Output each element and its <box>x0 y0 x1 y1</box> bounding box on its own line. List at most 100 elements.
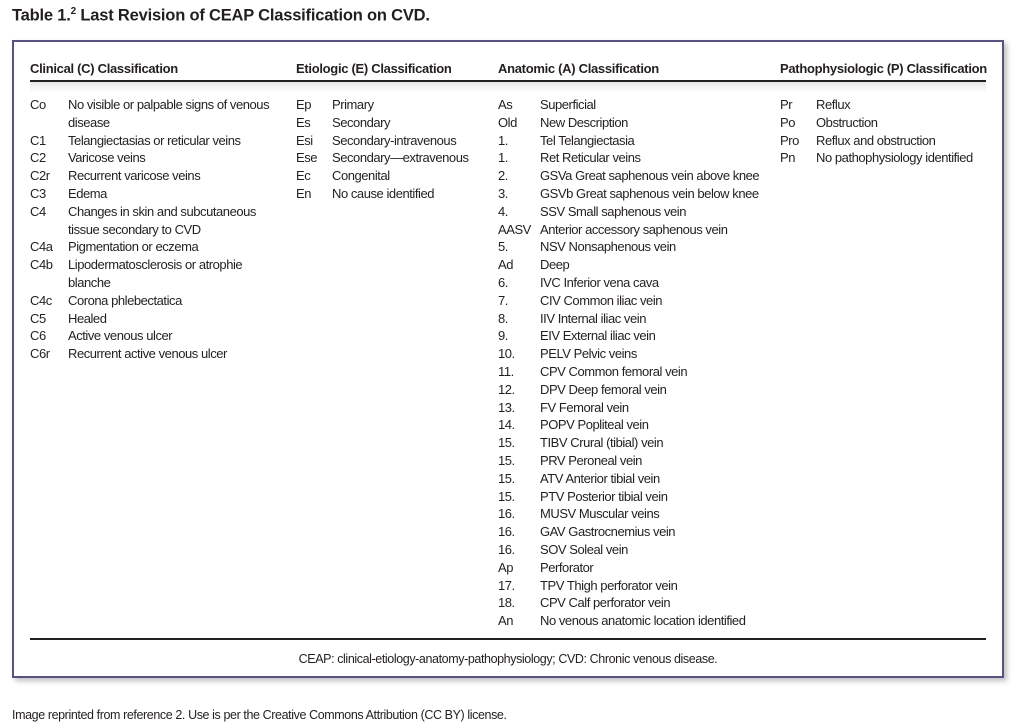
anatomic-row: 8. IIV Internal iliac vein <box>498 310 780 328</box>
row-description: SSV Small saphenous vein <box>540 203 687 219</box>
row-code: 11. <box>498 363 514 379</box>
row-description: Tel Telangiectasia <box>540 132 635 148</box>
row-code: Pr <box>780 97 793 112</box>
row-description: Deep <box>540 257 570 273</box>
anatomic-row: 9. EIV External iliac vein <box>498 327 780 345</box>
row-description: MUSV Muscular veins <box>540 506 660 522</box>
row-code: 9. <box>498 328 508 344</box>
anatomic-row: 7. CIV Common iliac vein <box>498 292 780 310</box>
row-code: C5 <box>30 310 46 326</box>
row-code: C4a <box>30 239 53 255</box>
anatomic-row: 18. CPV Calf perforator vein <box>498 594 780 612</box>
clinical-row: C1 Telangiectasias or reticular veins <box>30 132 278 150</box>
clinical-row: C3 Edema <box>30 185 278 203</box>
clinical-row: C6r Recurrent active venous ulcer <box>30 345 278 363</box>
clinical-row: C4b Lipodermatosclerosis or atrophie blan… <box>30 256 278 292</box>
row-description: Recurrent active venous ulcer <box>68 346 227 362</box>
anatomic-row: 15. PTV Posterior tibial vein <box>498 488 780 506</box>
pathophysiologic-row: Pn No pathophysiology identified <box>780 149 1006 167</box>
pathophysiologic-row: Po Obstruction <box>780 114 1006 132</box>
row-code: Ese <box>296 150 318 166</box>
header-pathophysiologic: Pathophysiologic (P) Classification <box>780 61 987 76</box>
row-description: CPV Calf perforator vein <box>540 595 671 611</box>
anatomic-row: 12. DPV Deep femoral vein <box>498 381 780 399</box>
row-code: 13. <box>498 399 515 415</box>
row-code: C2r <box>30 168 50 184</box>
row-description: Primary <box>332 97 374 112</box>
row-code: En <box>296 185 312 201</box>
row-description: Lipodermatosclerosis or atrophie blanche <box>68 257 243 290</box>
row-description: IIV Internal iliac vein <box>540 310 646 326</box>
row-description: Healed <box>68 310 107 326</box>
row-code: Esi <box>296 132 313 148</box>
ceap-table: Clinical (C) Classification Etiologic (E… <box>12 40 1004 678</box>
row-description: TIBV Crural (tibial) vein <box>540 435 664 451</box>
row-description: GAV Gastrocnemius vein <box>540 524 676 540</box>
anatomic-row: 15. TIBV Crural (tibial) vein <box>498 434 780 452</box>
row-code: 15. <box>498 435 515 451</box>
row-code: 17. <box>498 577 515 593</box>
row-description: Secondary <box>332 114 391 130</box>
clinical-row: C6 Active venous ulcer <box>30 327 278 345</box>
row-description: ATV Anterior tibial vein <box>540 470 660 486</box>
clinical-row: Co No visible or palpable signs of venous… <box>30 96 278 132</box>
row-code: 16. <box>498 524 515 540</box>
anatomic-row: 1. Ret Reticular veins <box>498 149 780 167</box>
row-description: CPV Common femoral vein <box>540 363 688 379</box>
row-code: 10. <box>498 346 515 362</box>
row-code: 14. <box>498 417 515 433</box>
row-code: 16. <box>498 506 515 522</box>
anatomic-row: 11. CPV Common femoral vein <box>498 363 780 381</box>
etiologic-column: Ep Primary Es Secondary Esi Secondary-intrave… <box>296 96 502 203</box>
row-description: No cause identified <box>332 185 435 201</box>
row-description: Edema <box>68 185 107 201</box>
row-code: Ec <box>296 168 311 184</box>
row-description: No visible or palpable signs of venous d… <box>68 97 270 130</box>
row-description: Varicose veins <box>68 150 146 166</box>
row-code: C3 <box>30 185 46 201</box>
row-code: 2. <box>498 168 508 184</box>
anatomic-row: Ad Deep <box>498 256 780 274</box>
anatomic-row: 6. IVC Inferior vena cava <box>498 274 780 292</box>
row-description: Congenital <box>332 168 390 184</box>
row-code: 1. <box>498 150 508 166</box>
header-rule <box>30 80 986 82</box>
row-code: 18. <box>498 595 515 611</box>
row-code: C4b <box>30 257 53 273</box>
row-code: An <box>498 613 514 629</box>
row-code: AASV <box>498 221 531 237</box>
etiologic-row: Ese Secondary—extravenous <box>296 149 502 167</box>
anatomic-row: 16. GAV Gastrocnemius vein <box>498 523 780 541</box>
row-description: GSVa Great saphenous vein above knee <box>540 168 760 184</box>
etiologic-row: Ec Congenital <box>296 167 502 185</box>
title-prefix: Table 1. <box>12 6 71 25</box>
row-code: Es <box>296 114 311 130</box>
row-code: Pn <box>780 150 796 166</box>
row-code: 12. <box>498 381 515 397</box>
anatomic-row: 2. GSVa Great saphenous vein above knee <box>498 167 780 185</box>
row-description: Superficial <box>540 97 596 112</box>
anatomic-row: An No venous anatomic location identified <box>498 612 780 630</box>
row-code: C1 <box>30 132 46 148</box>
row-description: Obstruction <box>816 114 878 130</box>
row-code: 15. <box>498 488 515 504</box>
anatomic-row: 16. MUSV Muscular veins <box>498 505 780 523</box>
row-description: Secondary—extravenous <box>332 150 469 166</box>
row-description: GSVb Great saphenous vein below knee <box>540 185 759 201</box>
anatomic-row: 4. SSV Small saphenous vein <box>498 203 780 221</box>
row-description: POPV Popliteal vein <box>540 417 649 433</box>
row-code: Ap <box>498 559 514 575</box>
row-code: Pro <box>780 132 799 148</box>
row-description: Telangiectasias or reticular veins <box>68 132 241 148</box>
row-description: Reflux <box>816 97 851 112</box>
row-description: TPV Thigh perforator vein <box>540 577 678 593</box>
image-credit: Image reprinted from reference 2. Use is… <box>12 708 507 722</box>
clinical-row: C4 Changes in skin and subcutaneous tissu… <box>30 203 278 239</box>
row-code: Co <box>30 97 46 112</box>
anatomic-row: 16. SOV Soleal vein <box>498 541 780 559</box>
anatomic-row: 10. PELV Pelvic veins <box>498 345 780 363</box>
header-shadow <box>30 82 986 92</box>
header-etiologic: Etiologic (E) Classification <box>296 61 452 76</box>
row-description: Active venous ulcer <box>68 328 173 344</box>
anatomic-row: 1. Tel Telangiectasia <box>498 132 780 150</box>
